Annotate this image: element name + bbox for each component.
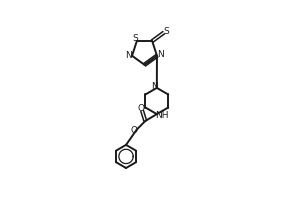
Text: N: N bbox=[125, 51, 132, 60]
Text: S: S bbox=[163, 27, 169, 36]
Text: S: S bbox=[132, 34, 138, 43]
Text: O: O bbox=[130, 126, 137, 135]
Text: NH: NH bbox=[155, 111, 169, 120]
Text: O: O bbox=[138, 104, 145, 113]
Text: N: N bbox=[157, 50, 164, 59]
Text: N: N bbox=[151, 82, 158, 91]
